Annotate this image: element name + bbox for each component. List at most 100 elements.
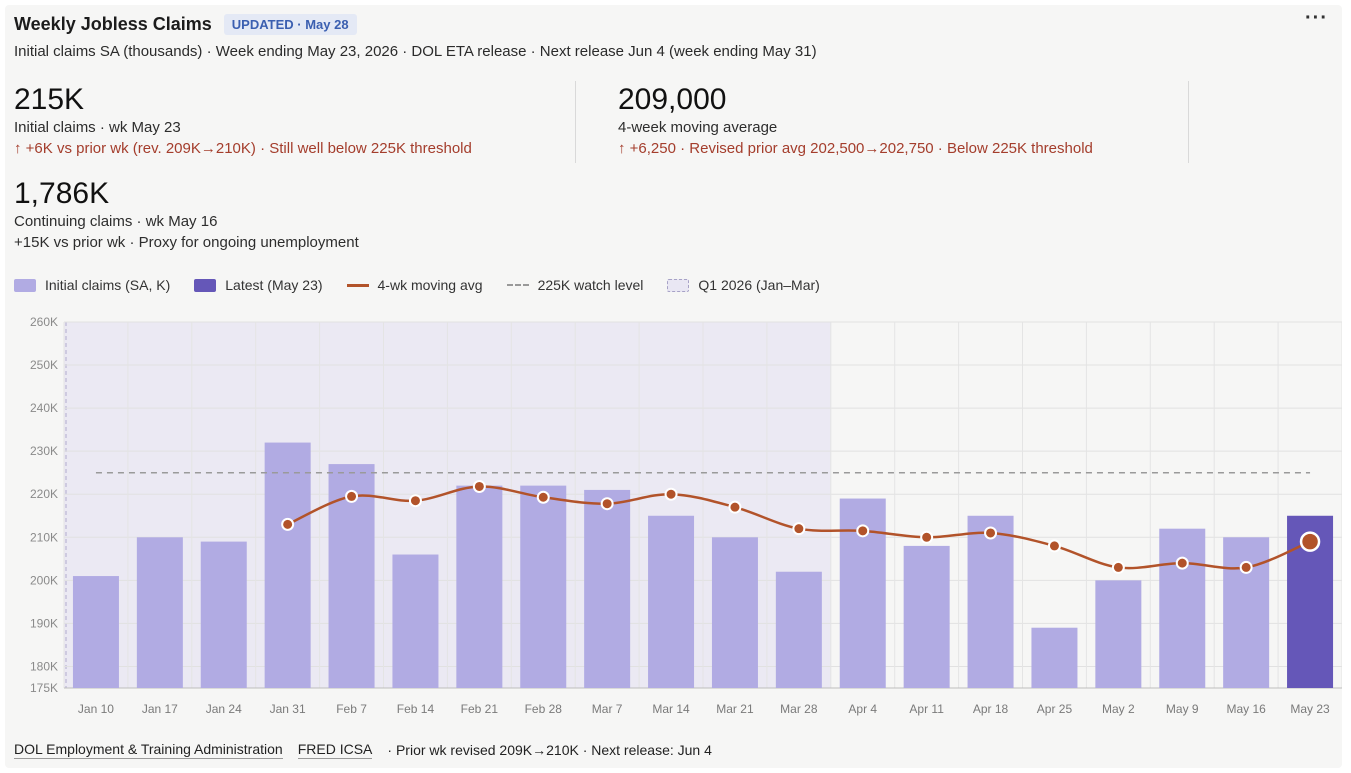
bar-initial-claims bbox=[456, 485, 503, 688]
x-tick-label: Jan 24 bbox=[206, 702, 242, 716]
legend-swatch bbox=[194, 278, 217, 292]
legend-item-latest[interactable]: Latest (May 23) bbox=[194, 277, 323, 293]
kpi-initial-claims: 215K Initial claims · wk May 23 ↑ +6K vs… bbox=[14, 83, 472, 157]
kpi-value: 215K bbox=[14, 83, 85, 116]
moving-average-point bbox=[664, 487, 678, 501]
legend-label: Q1 2026 (Jan–Mar) bbox=[698, 277, 820, 293]
x-tick-label: May 16 bbox=[1226, 702, 1266, 716]
y-tick-label: 250K bbox=[30, 358, 58, 372]
moving-average-point bbox=[1239, 560, 1253, 574]
moving-average-point bbox=[408, 494, 422, 508]
bar-initial-claims bbox=[1159, 528, 1206, 688]
moving-average-point bbox=[536, 490, 550, 504]
chart-legend: Initial claims (SA, K) Latest (May 23) 4… bbox=[14, 277, 844, 293]
header: Weekly Jobless Claims UPDATED · May 28 bbox=[14, 14, 357, 35]
moving-average-point-latest bbox=[1299, 531, 1321, 552]
y-tick-label: 240K bbox=[30, 401, 58, 415]
moving-average-point bbox=[1175, 556, 1189, 570]
y-tick-label: 230K bbox=[30, 444, 58, 458]
kpi-label: Initial claims · wk May 23 bbox=[14, 119, 181, 136]
moving-average-point bbox=[1047, 539, 1061, 553]
kpi-label: 4-week moving average bbox=[618, 119, 778, 136]
moving-average-point bbox=[728, 500, 742, 514]
moving-average-point bbox=[856, 524, 870, 538]
x-tick-label: Apr 4 bbox=[848, 702, 877, 716]
legend-label: Latest (May 23) bbox=[225, 277, 323, 293]
legend-item-q1[interactable]: Q1 2026 (Jan–Mar) bbox=[667, 277, 820, 293]
x-tick-label: Jan 17 bbox=[142, 702, 178, 716]
bar-initial-claims bbox=[136, 537, 183, 688]
bar-initial-claims bbox=[648, 515, 695, 688]
x-tick-label: May 23 bbox=[1290, 702, 1330, 716]
y-tick-label: 175K bbox=[30, 681, 58, 695]
footer: DOL Employment & Training Administration… bbox=[14, 741, 712, 759]
moving-average-point bbox=[984, 526, 998, 540]
legend-label: 4-wk moving avg bbox=[377, 277, 483, 293]
y-tick-label: 220K bbox=[30, 487, 58, 501]
kpi-value: 209,000 bbox=[618, 83, 727, 116]
x-tick-label: May 9 bbox=[1166, 702, 1199, 716]
kpi-moving-average: 209,000 4-week moving average ↑ +6,250 ·… bbox=[618, 83, 1093, 157]
legend-label: Initial claims (SA, K) bbox=[45, 277, 171, 293]
claims-chart: 175K 180K 190K 200K 210K 220K 230K 240K 250K 260K… bbox=[30, 315, 1342, 716]
kpi-note: +15K vs prior wk · Proxy for ongoing une… bbox=[14, 234, 359, 251]
moving-average-point bbox=[1111, 560, 1125, 574]
bar-initial-claims bbox=[72, 576, 119, 688]
bar-initial-claims bbox=[200, 541, 247, 688]
bar-initial-claims bbox=[264, 442, 311, 688]
legend-swatch bbox=[506, 284, 529, 286]
chart-subtitle: Initial claims SA (thousands) · Week end… bbox=[14, 43, 817, 60]
source-link-fred[interactable]: FRED ICSA bbox=[297, 741, 373, 759]
moving-average-point bbox=[345, 489, 359, 503]
bar-initial-claims bbox=[1223, 537, 1270, 688]
bar-initial-claims bbox=[584, 489, 631, 688]
kpi-value: 1,786K bbox=[14, 177, 110, 210]
x-tick-label: Jan 10 bbox=[78, 702, 114, 716]
bar-initial-claims bbox=[392, 554, 439, 688]
bar-initial-claims bbox=[775, 571, 822, 688]
x-tick-label: Feb 28 bbox=[525, 702, 563, 716]
moving-average-point bbox=[920, 530, 934, 544]
chart-title: Weekly Jobless Claims bbox=[14, 14, 212, 34]
y-tick-label: 210K bbox=[30, 530, 58, 544]
x-tick-label: Apr 25 bbox=[1037, 702, 1073, 716]
chart-card: Weekly Jobless Claims UPDATED · May 28 ·… bbox=[5, 5, 1342, 768]
source-link-dol[interactable]: DOL Employment & Training Administration bbox=[14, 741, 283, 759]
more-options-icon[interactable]: ··· bbox=[1305, 7, 1328, 29]
x-tick-label: May 2 bbox=[1102, 702, 1135, 716]
moving-average-point bbox=[281, 517, 295, 531]
y-tick-label: 180K bbox=[30, 659, 58, 673]
bar-initial-claims bbox=[1031, 627, 1078, 688]
kpi-divider bbox=[575, 81, 576, 163]
legend-label: 225K watch level bbox=[537, 277, 644, 293]
x-tick-label: Mar 21 bbox=[716, 702, 754, 716]
legend-item-avg[interactable]: 4-wk moving avg bbox=[346, 277, 483, 293]
x-tick-label: Feb 21 bbox=[461, 702, 499, 716]
moving-average-point bbox=[600, 497, 614, 511]
legend-item-watch[interactable]: 225K watch level bbox=[506, 277, 644, 293]
kpi-note: ↑ +6,250 · Revised prior avg 202,500→202… bbox=[618, 140, 1093, 157]
kpi-label: Continuing claims · wk May 16 bbox=[14, 213, 218, 230]
x-tick-label: Feb 7 bbox=[336, 702, 367, 716]
x-tick-label: Jan 31 bbox=[270, 702, 306, 716]
x-tick-label: Mar 7 bbox=[592, 702, 623, 716]
kpi-divider bbox=[1188, 81, 1189, 163]
kpi-continuing-claims: 1,786K Continuing claims · wk May 16 +15… bbox=[14, 177, 359, 251]
moving-average-point bbox=[472, 479, 486, 493]
bar-initial-claims bbox=[903, 545, 950, 688]
bar-initial-claims bbox=[520, 485, 567, 688]
y-tick-label: 260K bbox=[30, 315, 58, 329]
x-tick-label: Mar 28 bbox=[780, 702, 818, 716]
x-tick-label: Mar 14 bbox=[652, 702, 690, 716]
y-tick-label: 200K bbox=[30, 573, 58, 587]
legend-swatch bbox=[14, 278, 36, 292]
x-tick-label: Apr 11 bbox=[909, 702, 944, 716]
moving-average-point bbox=[792, 522, 806, 536]
legend-swatch bbox=[667, 278, 690, 292]
bar-initial-claims bbox=[711, 537, 758, 688]
y-tick-label: 190K bbox=[30, 616, 58, 630]
legend-item-initial[interactable]: Initial claims (SA, K) bbox=[14, 277, 170, 293]
footer-note: · Prior wk revised 209K→210K · Next rele… bbox=[387, 742, 712, 758]
bar-initial-claims bbox=[967, 515, 1014, 688]
kpi-note: ↑ +6K vs prior wk (rev. 209K→210K) · Sti… bbox=[14, 140, 472, 157]
